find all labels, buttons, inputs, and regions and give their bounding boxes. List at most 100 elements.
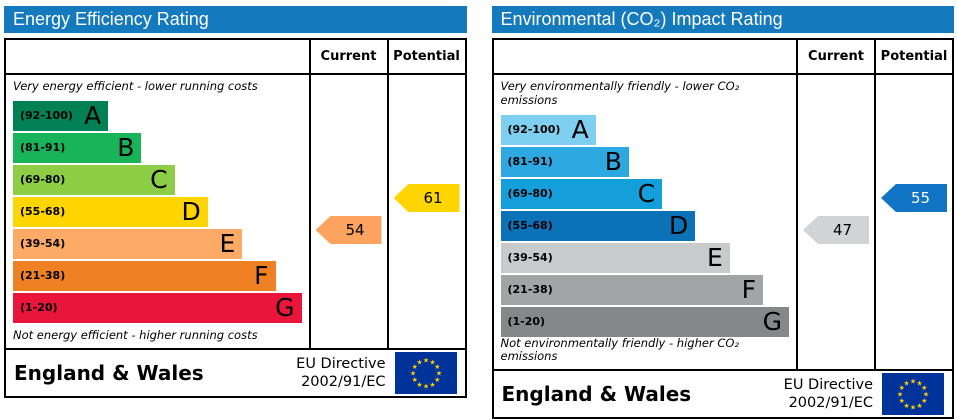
svg-text:★: ★ (434, 363, 440, 371)
band-letter: G (762, 307, 782, 337)
svg-text:★: ★ (910, 404, 916, 412)
band-b: (81-91) B (500, 146, 629, 177)
band-c: (69-80) C (500, 178, 663, 209)
band-letter: C (150, 165, 168, 195)
current-rating-value: 47 (832, 221, 853, 239)
svg-text:★: ★ (429, 381, 435, 389)
svg-text:★: ★ (897, 391, 903, 399)
band-range-label: (81-91) (507, 155, 553, 169)
svg-text:★: ★ (903, 380, 909, 388)
band-range-label: (92-100) (20, 109, 73, 123)
band-letter: B (604, 147, 622, 177)
band-range-label: (39-54) (20, 237, 66, 251)
band-g: (1-20) G (500, 306, 789, 337)
band-e: (39-54) E (13, 228, 243, 259)
svg-text:★: ★ (416, 358, 422, 366)
band-range-label: (1-20) (507, 315, 546, 329)
bands-column: Very environmentally friendly - lower CO… (494, 75, 797, 369)
band-c: (69-80) C (13, 164, 175, 195)
band-letter: F (254, 261, 269, 291)
band-f: (21-38) F (13, 260, 276, 291)
svg-text:★: ★ (422, 357, 428, 365)
band-range-label: (39-54) (507, 251, 553, 265)
band-letter: D (668, 211, 689, 241)
rating-panel: Energy Efficiency Rating Current Potenti… (4, 6, 467, 398)
panel-header: Energy Efficiency Rating (4, 6, 467, 33)
band-letter: E (219, 229, 236, 259)
band-g: (1-20) G (13, 292, 302, 323)
potential-rating-value: 61 (423, 189, 443, 207)
column-header-row: Current Potential (6, 40, 465, 75)
potential-rating-arrow: 55 (881, 184, 947, 212)
potential-column-header: Potential (874, 40, 952, 73)
current-column-header: Current (308, 40, 387, 73)
band-f: (21-38) F (500, 274, 764, 305)
svg-text:★: ★ (411, 363, 417, 371)
band-a: (92-100) A (13, 100, 109, 131)
svg-text:★: ★ (921, 397, 927, 405)
bottom-caption: Not energy efficient - higher running co… (13, 328, 258, 343)
band-letter: G (275, 293, 295, 323)
rating-body: Very energy efficient - lower running co… (6, 75, 465, 348)
column-header-row: Current Potential (493, 40, 952, 75)
epc-rating-charts: Energy Efficiency Rating Current Potenti… (4, 6, 954, 419)
band-range-label: (69-80) (507, 187, 553, 201)
band-letter: C (637, 179, 656, 209)
band-b: (81-91) B (13, 132, 142, 163)
current-rating-value: 54 (345, 221, 365, 239)
svg-text:★: ★ (434, 376, 440, 384)
svg-text:★: ★ (435, 370, 441, 378)
column-header-spacer (494, 40, 797, 73)
svg-text:★: ★ (916, 380, 922, 388)
band-d: (55-68) D (500, 210, 696, 241)
band-letter: E (707, 243, 723, 273)
eu-directive-label: EU Directive 2002/91/EC (784, 376, 873, 412)
panel-title: Environmental (CO₂) Impact Rating (500, 9, 783, 29)
svg-text:★: ★ (899, 384, 905, 392)
band-range-label: (81-91) (20, 141, 66, 155)
potential-rating-arrow: 61 (393, 184, 460, 212)
eu-directive-label: EU Directive 2002/91/EC (296, 355, 385, 391)
top-caption: Very energy efficient - lower running co… (13, 79, 258, 93)
band-e: (39-54) E (500, 242, 730, 273)
svg-text:★: ★ (916, 402, 922, 410)
rating-body: Very environmentally friendly - lower CO… (494, 75, 953, 370)
panel-header: Environmental (CO₂) Impact Rating (491, 6, 954, 33)
current-rating-arrow: 54 (315, 216, 382, 244)
eu-flag-icon: ★ ★★★★★★★★★★★ (882, 373, 944, 416)
potential-rating-value: 55 (910, 189, 931, 207)
panels-container: Energy Efficiency Rating Current Potenti… (4, 6, 954, 419)
bands-column: Very energy efficient - lower running co… (6, 75, 309, 348)
eu-directive-line2: 2002/91/EC (301, 374, 386, 390)
rating-table: Current Potential Very energy efficient … (4, 38, 467, 398)
panel-title: Energy Efficiency Rating (13, 9, 209, 29)
bottom-caption: Not environmentally friendly - higher CO… (500, 335, 740, 364)
band-d: (55-68) D (13, 196, 208, 227)
band-range-label: (21-38) (20, 269, 66, 283)
band-letter: A (571, 115, 589, 145)
region-label: England & Wales (501, 382, 692, 407)
current-column: 54 (308, 75, 387, 348)
svg-text:★: ★ (921, 384, 927, 392)
eu-directive-line1: EU Directive (783, 377, 873, 394)
svg-text:★: ★ (429, 358, 435, 366)
band-range-label: (55-68) (507, 219, 553, 233)
potential-column-header: Potential (386, 40, 465, 73)
svg-text:★: ★ (416, 381, 422, 389)
rating-bands: (92-100) A (81-91) B (69-80) C (55-68) D (39-54)… (13, 100, 302, 323)
column-header-spacer (6, 40, 309, 73)
eu-directive-line2: 2002/91/EC (788, 395, 873, 412)
band-range-label: (1-20) (20, 301, 58, 315)
band-range-label: (92-100) (507, 123, 561, 137)
band-letter: A (84, 101, 102, 131)
band-letter: D (181, 197, 201, 227)
svg-text:★: ★ (923, 391, 929, 399)
band-letter: B (117, 133, 135, 163)
potential-column: 61 (386, 75, 465, 348)
svg-text:★: ★ (411, 376, 417, 384)
panel-footer: England & Wales EU Directive 2002/91/EC … (493, 369, 952, 417)
current-rating-arrow: 47 (803, 216, 869, 244)
current-column-header: Current (796, 40, 874, 73)
rating-panel: Environmental (CO₂) Impact Rating Curren… (491, 6, 954, 419)
svg-text:★: ★ (409, 370, 415, 378)
